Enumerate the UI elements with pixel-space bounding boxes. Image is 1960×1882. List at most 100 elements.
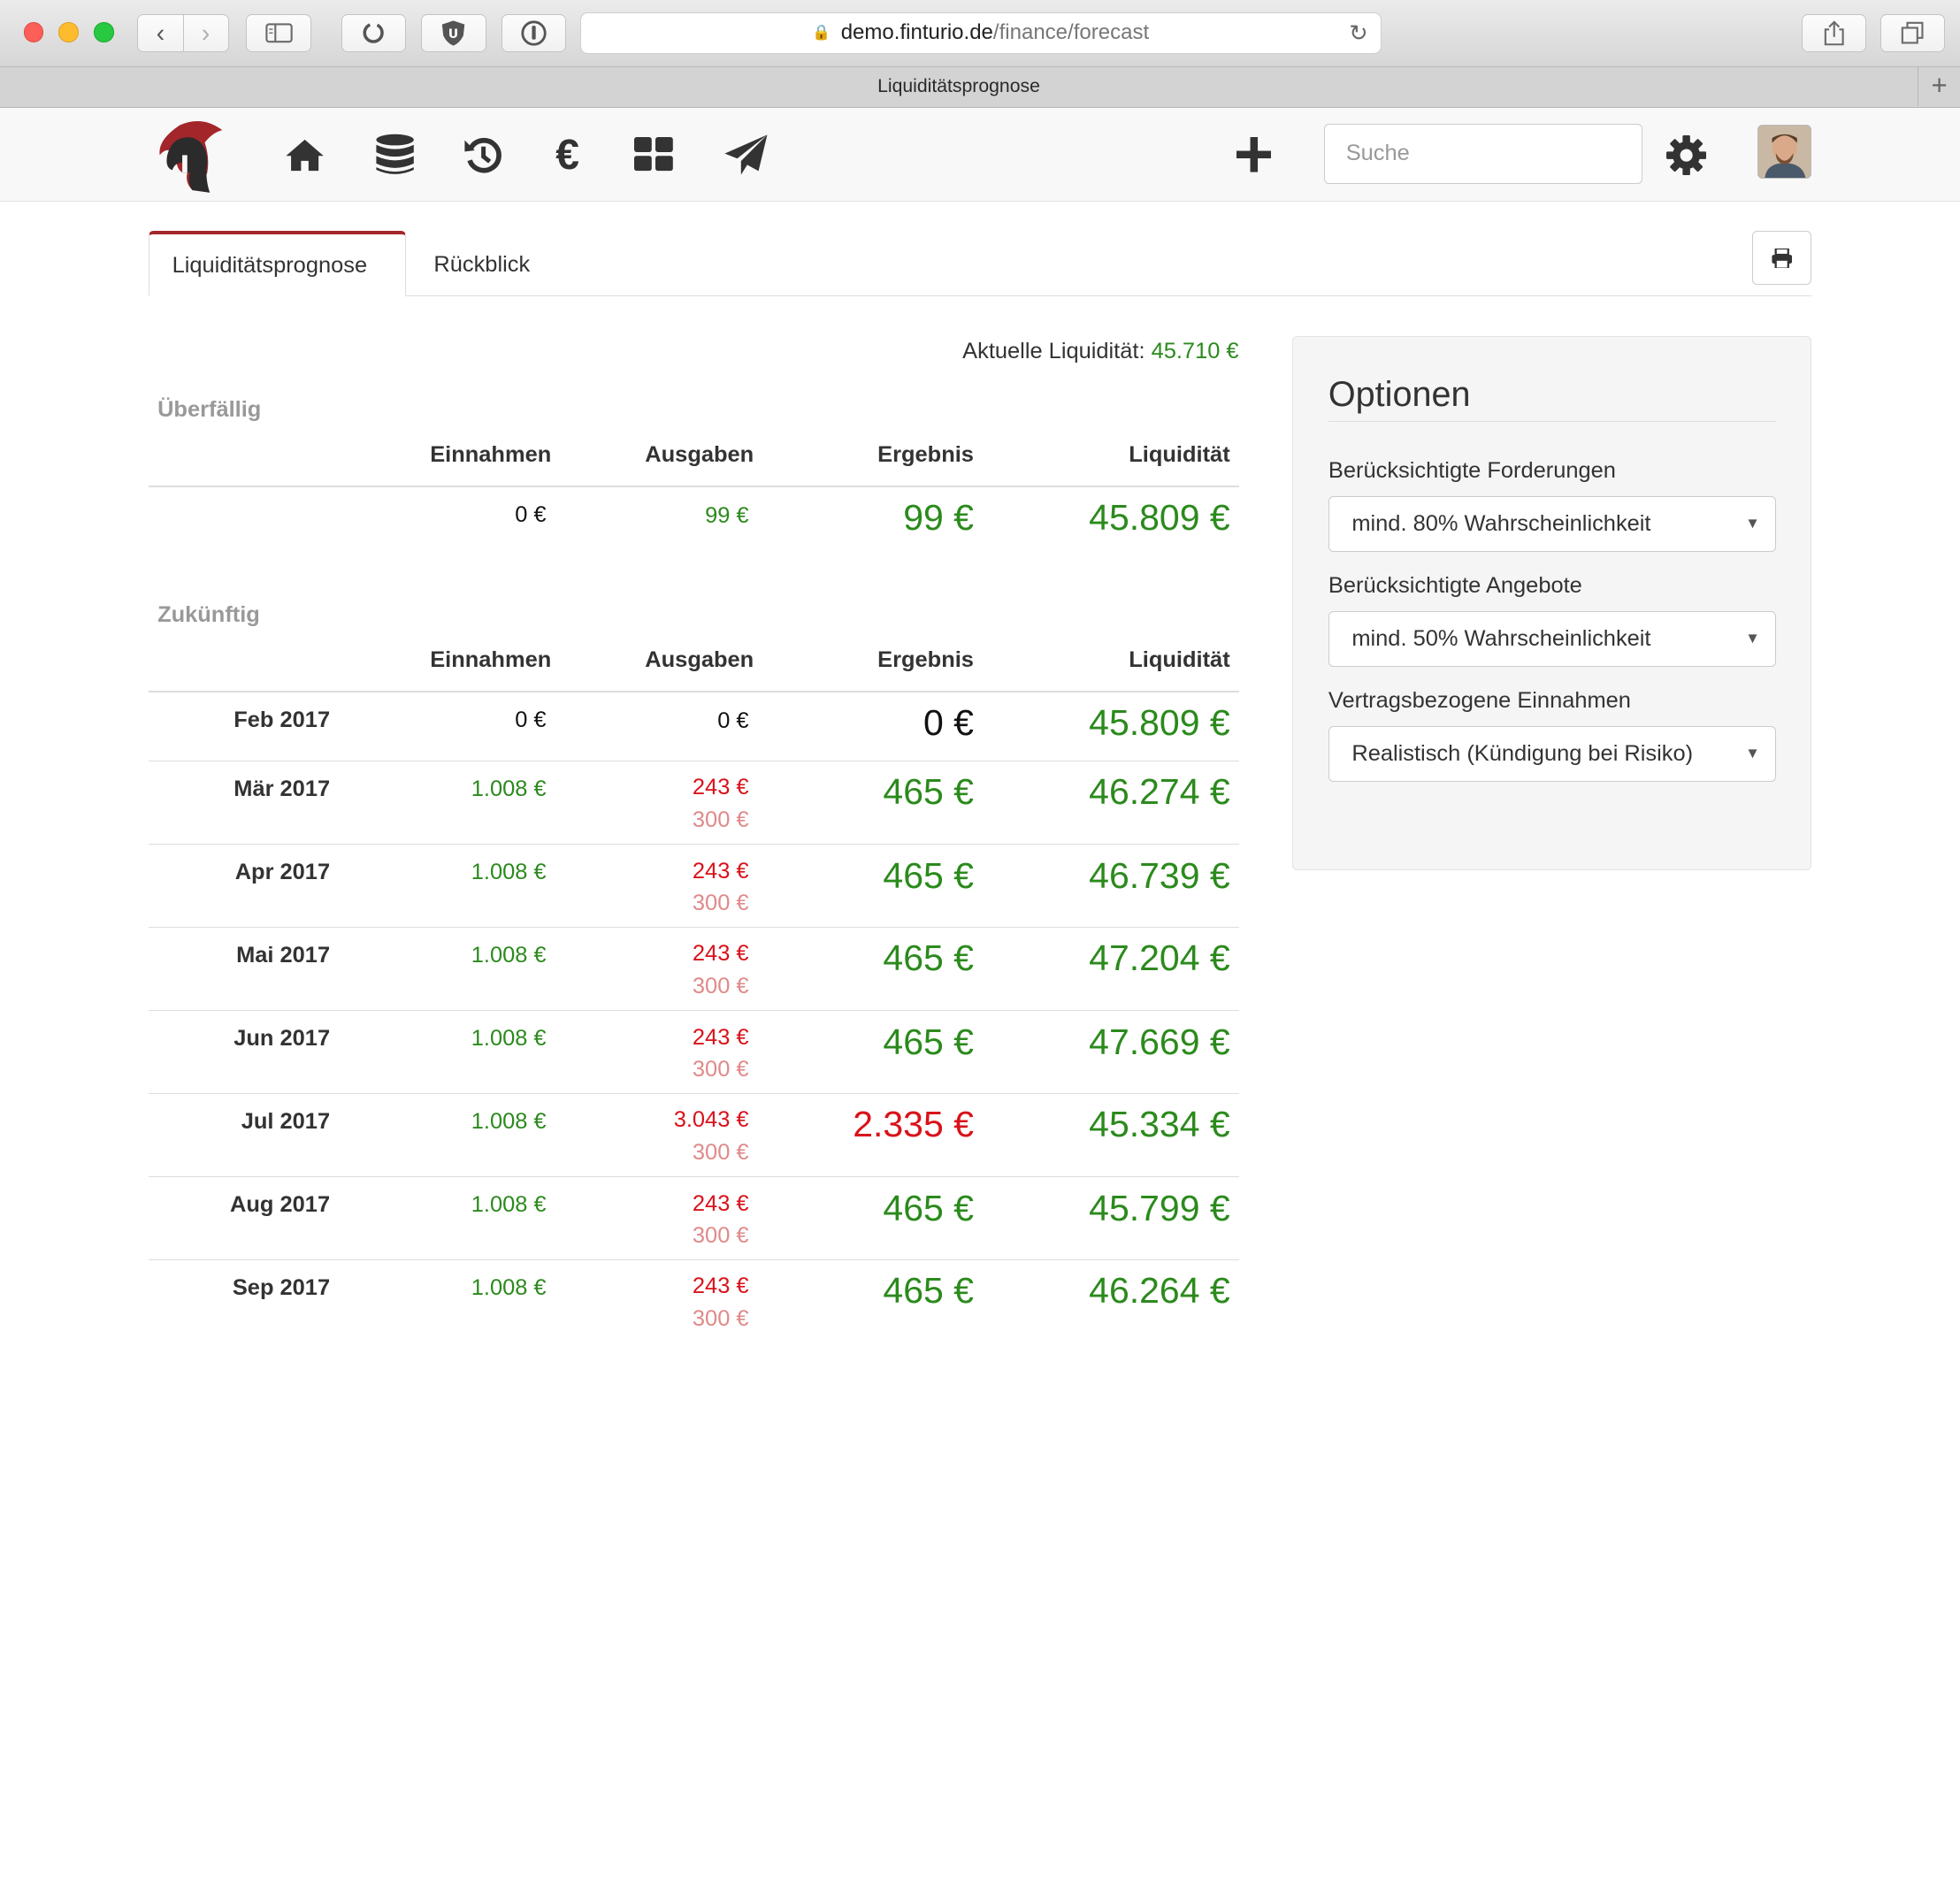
password-extension-button[interactable] xyxy=(501,13,567,53)
row-liquidity: 45.799 € xyxy=(1089,1187,1230,1228)
history-icon xyxy=(464,137,502,173)
contract-income-value: Realistisch (Kündigung bei Risiko) xyxy=(1351,740,1694,766)
row-result: 2.335 € xyxy=(853,1103,974,1144)
url-path: /finance/forecast xyxy=(992,20,1150,45)
settings-button[interactable] xyxy=(1664,133,1709,178)
overdue-liquidity: 45.809 € xyxy=(1089,497,1230,539)
options-title: Optionen xyxy=(1328,374,1471,414)
tabs-overview-button[interactable] xyxy=(1880,13,1946,53)
row-month: Apr 2017 xyxy=(234,860,331,885)
row-expenses: 243 € 300 € xyxy=(574,937,749,1003)
history-nav-item[interactable] xyxy=(462,133,507,178)
row-expenses-actual: 243 € xyxy=(692,858,749,884)
col-liquidity: Liquidität xyxy=(1129,442,1230,468)
offers-label: Berücksichtigte Angebote xyxy=(1328,573,1582,599)
euro-icon: € xyxy=(555,131,579,179)
database-icon xyxy=(376,134,414,175)
table-row: Sep 2017 1.008 € 243 € 300 € 465 € 46.264… xyxy=(149,1260,1238,1333)
current-liquidity-label: Aktuelle Liquidität: xyxy=(962,339,1145,363)
row-expenses-planned: 300 € xyxy=(692,807,749,832)
accounts-nav[interactable] xyxy=(372,133,417,178)
forward-button[interactable]: › xyxy=(182,14,228,52)
row-expenses-planned: 300 € xyxy=(692,1223,749,1249)
row-liquidity: 45.809 € xyxy=(1089,702,1230,744)
future-table-header: Einnahmen Ausgaben Ergebnis Liquidität xyxy=(149,647,1239,692)
finance-nav[interactable]: € xyxy=(545,131,590,179)
col-result: Ergebnis xyxy=(877,442,974,468)
overdue-section-title: Überfällig xyxy=(157,397,262,423)
receivables-select[interactable]: mind. 80% Wahrscheinlichkeit ▼ xyxy=(1328,495,1776,553)
reload-icon[interactable]: ↻ xyxy=(1349,21,1368,47)
row-expenses-planned: 300 € xyxy=(692,891,749,916)
row-result: 465 € xyxy=(883,1187,974,1228)
row-income: 1.008 € xyxy=(471,1192,547,1218)
print-icon xyxy=(1772,248,1792,269)
row-expenses-planned: 300 € xyxy=(692,1139,749,1165)
chevron-down-icon: ▼ xyxy=(1745,744,1760,761)
row-result: 465 € xyxy=(883,937,974,978)
dashboard-nav[interactable] xyxy=(632,133,677,178)
page-tabs: Liquiditätsprognose Rückblick xyxy=(149,231,1811,296)
options-divider xyxy=(1328,420,1776,422)
col-expenses: Ausgaben xyxy=(645,442,754,468)
search-input[interactable]: Suche xyxy=(1323,123,1643,184)
row-result: 465 € xyxy=(883,770,974,812)
row-expenses-planned: 300 € xyxy=(692,1057,749,1083)
col-result: Ergebnis xyxy=(877,647,974,673)
tab-review[interactable]: Rückblick xyxy=(433,252,531,278)
share-button[interactable] xyxy=(1801,13,1867,53)
row-expenses: 0 € xyxy=(717,708,749,734)
tabs-icon xyxy=(1901,22,1924,44)
row-result: 0 € xyxy=(923,702,974,744)
table-row: Aug 2017 1.008 € 243 € 300 € 465 € 45.799… xyxy=(149,1177,1239,1260)
sync-extension-button[interactable] xyxy=(341,13,407,53)
zoom-window-button[interactable] xyxy=(93,22,114,43)
current-liquidity-value: 45.710 € xyxy=(1151,339,1239,363)
svg-text:U: U xyxy=(448,27,458,42)
home-icon xyxy=(286,140,325,172)
row-result: 465 € xyxy=(883,1021,974,1062)
row-expenses-actual: 3.043 € xyxy=(673,1106,749,1132)
spartan-helmet-logo[interactable] xyxy=(155,118,225,195)
send-nav[interactable] xyxy=(724,133,769,178)
row-expenses-planned: 300 € xyxy=(692,1305,749,1331)
col-income: Einnahmen xyxy=(430,647,552,673)
table-row: Mär 2017 1.008 € 243 € 300 € 465 € 46.274… xyxy=(149,761,1239,845)
gear-icon xyxy=(1665,134,1707,175)
sync-icon xyxy=(363,22,385,44)
ublock-extension-button[interactable]: U xyxy=(421,13,486,53)
sidebar-button[interactable] xyxy=(246,13,311,53)
row-liquidity: 47.669 € xyxy=(1089,1021,1230,1062)
row-liquidity: 46.264 € xyxy=(1089,1269,1230,1311)
offers-value: mind. 50% Wahrscheinlichkeit xyxy=(1351,625,1651,651)
minimize-window-button[interactable] xyxy=(58,22,80,43)
add-button[interactable] xyxy=(1231,133,1276,178)
row-month: Jun 2017 xyxy=(234,1026,331,1052)
shield-u-icon: U xyxy=(442,20,465,46)
browser-tab[interactable]: Liquiditätsprognose xyxy=(877,76,1040,97)
row-expenses: 243 € 300 € xyxy=(574,855,749,921)
user-avatar[interactable] xyxy=(1757,125,1811,180)
row-expenses: 3.043 € 300 € xyxy=(574,1104,749,1169)
future-section-title: Zukünftig xyxy=(157,602,260,628)
close-window-button[interactable] xyxy=(23,22,44,43)
offers-select[interactable]: mind. 50% Wahrscheinlichkeit ▼ xyxy=(1328,610,1776,668)
chevron-down-icon: ▼ xyxy=(1745,629,1760,646)
print-button[interactable] xyxy=(1752,231,1811,286)
contract-income-select[interactable]: Realistisch (Kündigung bei Risiko) ▼ xyxy=(1328,725,1776,783)
table-row: Feb 2017 0 € 0 € 0 € 45.809 € xyxy=(149,692,1239,761)
tab-forecast[interactable]: Liquiditätsprognose xyxy=(149,231,407,296)
row-liquidity: 47.204 € xyxy=(1089,937,1230,978)
new-tab-button[interactable]: + xyxy=(1918,67,1960,107)
back-button[interactable]: ‹ xyxy=(156,18,165,47)
home-nav[interactable] xyxy=(282,133,327,178)
col-liquidity: Liquidität xyxy=(1129,647,1230,673)
row-month: Aug 2017 xyxy=(230,1192,331,1218)
row-income: 1.008 € xyxy=(471,1274,547,1300)
receivables-label: Berücksichtigte Forderungen xyxy=(1328,458,1616,484)
contract-income-label: Vertragsbezogene Einnahmen xyxy=(1328,688,1631,714)
row-month: Feb 2017 xyxy=(234,707,331,732)
sidebar-icon xyxy=(264,23,293,43)
row-liquidity: 46.274 € xyxy=(1089,770,1230,812)
address-bar[interactable]: 🔒 demo.finturio.de/finance/forecast ↻ xyxy=(579,12,1382,54)
